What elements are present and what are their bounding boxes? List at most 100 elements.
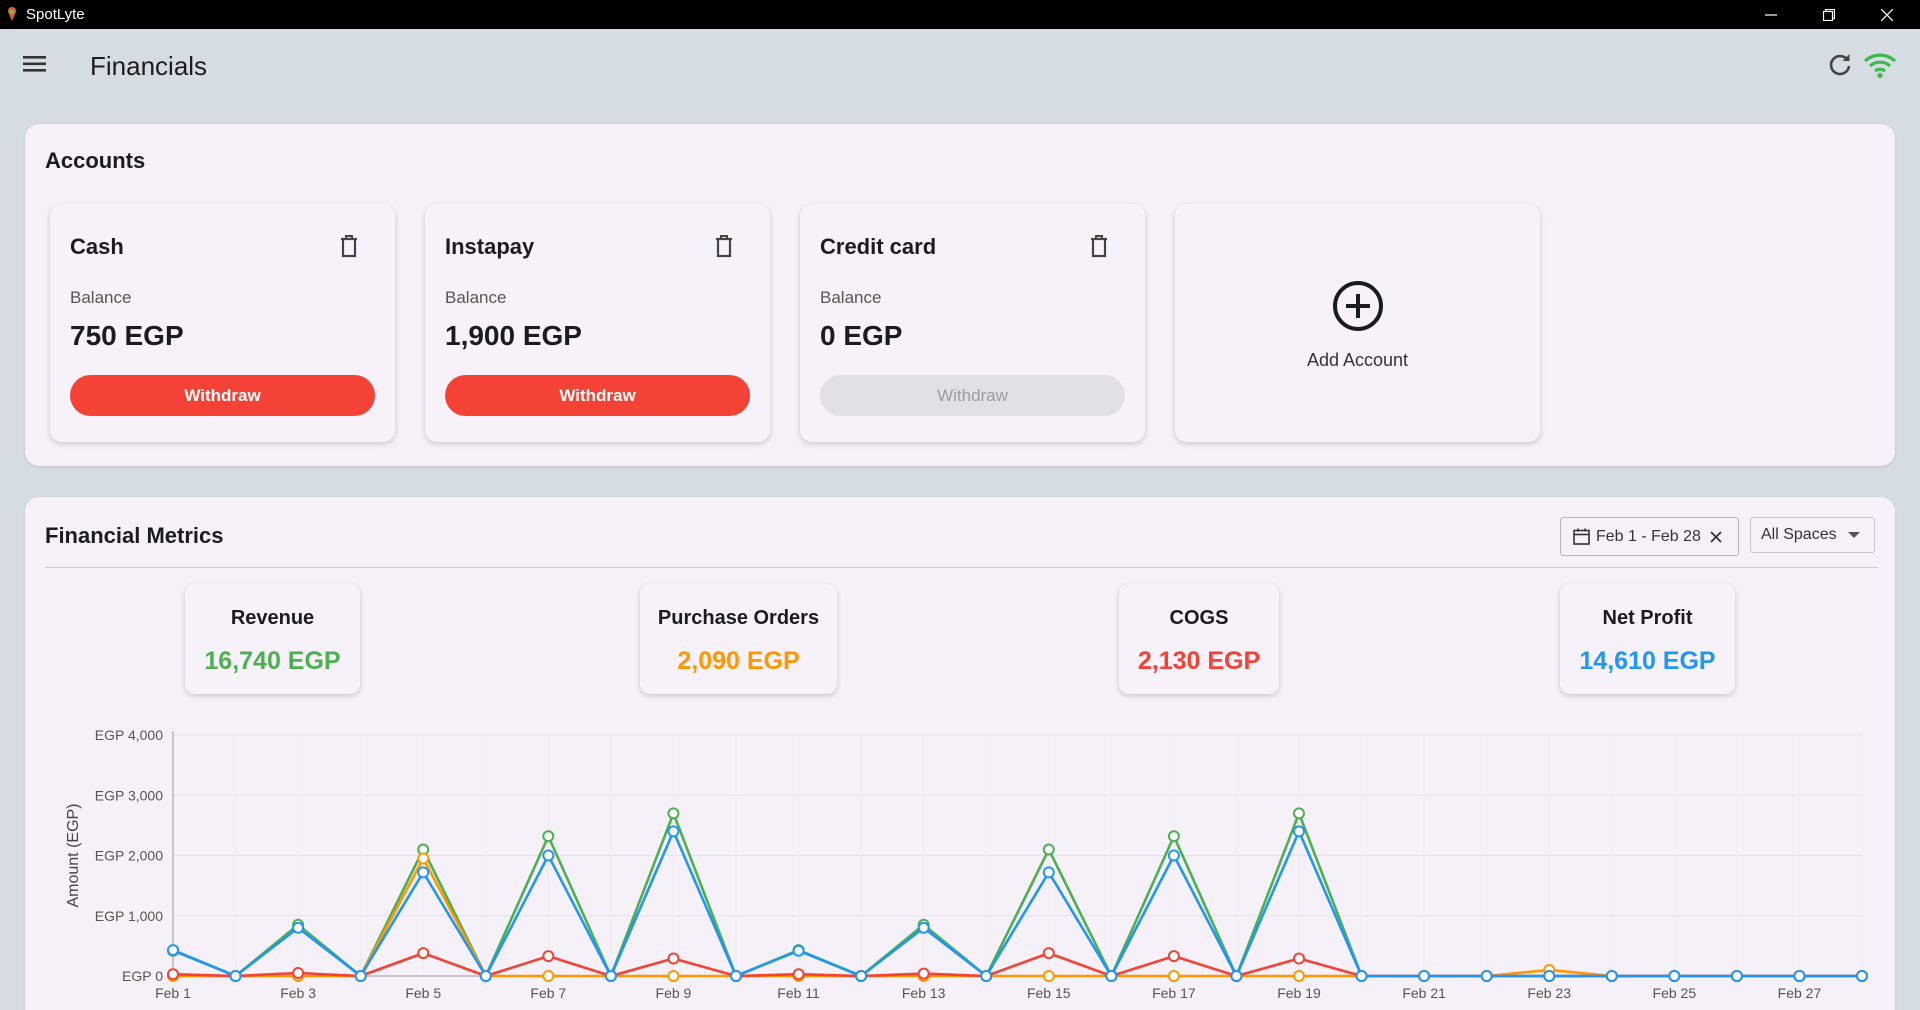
delete-trash-icon[interactable] [713, 234, 735, 258]
financial-metrics-panel: Financial Metrics Feb 1 - Feb 28 All Spa… [25, 497, 1895, 1010]
app-logo-icon [8, 7, 16, 21]
y-tick-label: EGP 3,000 [95, 787, 163, 803]
x-tick-label: Feb 13 [902, 985, 946, 1001]
data-point [1042, 947, 1055, 960]
add-account-label: Add Account [1306, 350, 1409, 370]
hamburger-menu-icon[interactable] [18, 51, 52, 77]
data-point [292, 921, 305, 934]
series-line [172, 830, 1862, 978]
withdraw-button[interactable]: Withdraw [70, 375, 375, 416]
data-point [1480, 970, 1493, 982]
wifi-connected-icon [1863, 53, 1897, 79]
accounts-panel: Accounts Cash Balance 750 EGP Withdraw I… [25, 124, 1895, 466]
spaces-dropdown-value: All Spaces [1761, 526, 1837, 543]
spaces-dropdown[interactable]: All Spaces [1750, 517, 1875, 553]
balance-value: 750 EGP [70, 320, 184, 351]
data-point [667, 952, 680, 965]
x-tick-label: Feb 25 [1653, 985, 1697, 1001]
add-circle-icon [1333, 281, 1383, 331]
data-point [1230, 970, 1243, 982]
minimize-icon [1765, 13, 1777, 16]
data-point [1167, 830, 1180, 843]
data-point [792, 968, 805, 981]
y-tick-label: EGP 0 [122, 968, 163, 984]
x-tick-label: Feb 27 [1778, 985, 1822, 1001]
data-point [479, 970, 492, 982]
calendar-icon [1573, 528, 1590, 545]
refresh-icon[interactable] [1825, 50, 1855, 80]
metric-label: Net Profit [1602, 607, 1693, 629]
data-point [1793, 970, 1806, 982]
data-point [1668, 970, 1681, 982]
data-point [417, 866, 430, 879]
window-titlebar: SpotLyte [0, 0, 1920, 29]
data-point [917, 921, 930, 934]
data-point [1167, 970, 1180, 982]
metric-value: 16,740 EGP [204, 647, 341, 675]
data-point [1167, 849, 1180, 862]
restore-button[interactable] [1800, 0, 1858, 29]
data-point [292, 966, 305, 979]
balance-value: 0 EGP [820, 320, 903, 351]
account-card-instapay: Instapay Balance 1,900 EGP Withdraw [425, 204, 770, 442]
data-point [542, 970, 555, 982]
data-point [1355, 970, 1368, 982]
data-point [1293, 970, 1305, 982]
dropdown-caret-icon [1848, 532, 1860, 538]
data-point [667, 807, 680, 820]
data-point [1293, 825, 1305, 838]
y-axis-title: Amount (EGP) [65, 803, 82, 907]
data-point [1167, 950, 1180, 963]
balance-label: Balance [70, 288, 132, 307]
date-range-filter[interactable]: Feb 1 - Feb 28 [1560, 517, 1739, 556]
data-point [792, 944, 805, 957]
window-title: SpotLyte [26, 6, 85, 23]
metric-value: 2,130 EGP [1137, 647, 1261, 675]
x-tick-label: Feb 3 [280, 985, 316, 1001]
data-point [417, 852, 430, 865]
metric-card-net-profit: Net Profit 14,610 EGP [1560, 584, 1735, 694]
x-tick-label: Feb 7 [530, 985, 566, 1001]
account-name: Credit card [820, 234, 937, 259]
add-account-card[interactable]: Add Account [1175, 204, 1540, 442]
account-name: Instapay [445, 234, 535, 259]
withdraw-button-disabled: Withdraw [820, 375, 1125, 416]
data-point [980, 970, 993, 982]
data-point [1042, 866, 1055, 879]
clear-date-icon[interactable] [1709, 530, 1723, 544]
y-tick-label: EGP 4,000 [95, 727, 163, 743]
account-card-cash: Cash Balance 750 EGP Withdraw [50, 204, 395, 442]
data-point [604, 970, 617, 982]
balance-label: Balance [445, 288, 507, 307]
divider [45, 567, 1878, 568]
data-point [417, 947, 430, 960]
data-point [542, 830, 555, 843]
financial-line-chart: EGP 0 EGP 1,000 EGP 2,000 EGP 3,000 EGP 4,00… [65, 727, 1868, 1001]
delete-trash-icon[interactable] [1088, 234, 1110, 258]
x-tick-label: Feb 17 [1152, 985, 1196, 1001]
restore-icon [1823, 8, 1835, 21]
x-tick-label: Feb 11 [777, 985, 820, 1001]
data-point [855, 970, 868, 982]
balance-value: 1,900 EGP [445, 320, 582, 351]
data-point [730, 970, 742, 982]
data-point [542, 849, 555, 862]
account-name: Cash [70, 234, 124, 259]
x-tick-label: Feb 21 [1402, 985, 1446, 1001]
data-point [1293, 807, 1305, 820]
minimize-button[interactable] [1742, 0, 1800, 29]
close-button[interactable] [1858, 0, 1916, 29]
x-tick-label: Feb 1 [155, 985, 191, 1001]
data-point [667, 825, 680, 838]
metric-value: 2,090 EGP [677, 647, 800, 675]
data-point [1543, 970, 1556, 982]
withdraw-button[interactable]: Withdraw [445, 375, 750, 416]
accounts-title: Accounts [45, 148, 146, 173]
metric-value: 14,610 EGP [1579, 647, 1716, 675]
x-tick-label: Feb 15 [1027, 985, 1071, 1001]
x-tick-label: Feb 19 [1277, 985, 1321, 1001]
delete-trash-icon[interactable] [338, 234, 360, 258]
series-line [173, 857, 1862, 978]
x-tick-label: Feb 5 [405, 985, 441, 1001]
y-tick-label: EGP 2,000 [95, 848, 163, 864]
